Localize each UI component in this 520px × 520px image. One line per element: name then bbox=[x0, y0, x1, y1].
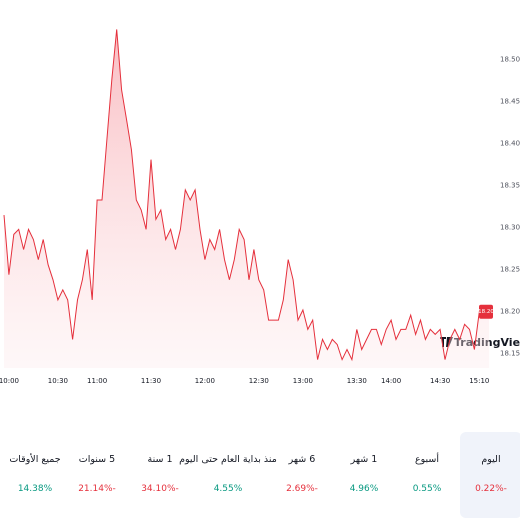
tab-label: أسبوع bbox=[414, 454, 440, 465]
y-tick-label: 18.20 bbox=[500, 308, 520, 316]
tab-label: 6 شهر bbox=[288, 454, 316, 465]
last-price-label: 18.20 bbox=[478, 309, 494, 315]
y-tick-label: 18.35 bbox=[500, 182, 520, 190]
tab-value: 14.38% bbox=[17, 484, 53, 494]
tab-value: 0.22%- bbox=[475, 484, 507, 494]
performance-tab[interactable]: اليوم 0.22%- bbox=[460, 432, 520, 518]
x-tick-label: 13:00 bbox=[293, 377, 313, 385]
last-price-box bbox=[479, 304, 493, 319]
y-tick-label: 18.30 bbox=[500, 224, 520, 232]
y-tick-label: 18.25 bbox=[500, 266, 520, 274]
x-tick-label: 12:00 bbox=[195, 377, 215, 385]
tab-label: منذ بداية العام حتى اليوم bbox=[179, 454, 277, 465]
x-tick-label: 14:00 bbox=[381, 377, 401, 385]
x-tick-label: 15:10 bbox=[469, 377, 489, 385]
x-tick-label: 12:30 bbox=[249, 377, 269, 385]
tab-value: 21.14%- bbox=[78, 484, 116, 494]
performance-tab[interactable]: 6 شهر 2.69%- bbox=[271, 432, 333, 518]
tab-value: 34.10%- bbox=[141, 484, 179, 494]
tab-label: جميع الأوقات bbox=[9, 454, 61, 465]
tab-value: 2.69%- bbox=[286, 484, 318, 494]
performance-tab[interactable]: 1 شهر 4.96% bbox=[333, 432, 395, 518]
performance-tab[interactable]: 1 سنة 34.10%- bbox=[129, 432, 191, 518]
performance-tab[interactable]: منذ بداية العام حتى اليوم 4.55% bbox=[179, 432, 277, 518]
tab-value: 4.96% bbox=[349, 484, 379, 494]
y-tick-label: 18.50 bbox=[500, 56, 520, 64]
tab-label: 5 سنوات bbox=[78, 454, 116, 465]
x-tick-label: 13:30 bbox=[347, 377, 367, 385]
x-tick-label: 10:30 bbox=[48, 377, 68, 385]
tab-value: 0.55% bbox=[412, 484, 442, 494]
tab-label: 1 سنة bbox=[147, 454, 173, 465]
performance-tab[interactable]: أسبوع 0.55% bbox=[396, 432, 458, 518]
tab-label: 1 شهر bbox=[350, 454, 378, 465]
price-line bbox=[3, 29, 490, 362]
y-tick-label: 18.40 bbox=[500, 140, 520, 148]
x-tick-label: 11:00 bbox=[87, 377, 107, 385]
performance-tabs: اليوم 0.22%- أسبوع 0.55% 1 شهر 4.96% 6 شهر 2.69… bbox=[0, 432, 520, 520]
x-tick-label: 11:30 bbox=[141, 377, 161, 385]
x-tick-label: 14:30 bbox=[430, 377, 450, 385]
y-tick-label: 18.15 bbox=[500, 350, 520, 358]
y-tick-label: 18.45 bbox=[500, 98, 520, 106]
performance-tab[interactable]: جميع الأوقات 14.38% bbox=[4, 432, 66, 518]
chart: 18.15 18.20 18.25 18.30 18.35 18.40 18.45 18.50… bbox=[0, 29, 520, 385]
area-fill bbox=[4, 29, 490, 369]
x-tick-label: 10:00 bbox=[0, 377, 19, 385]
performance-tab[interactable]: 5 سنوات 21.14%- bbox=[66, 432, 128, 518]
tab-value: 4.55% bbox=[213, 484, 243, 494]
tab-label: اليوم bbox=[481, 454, 501, 465]
